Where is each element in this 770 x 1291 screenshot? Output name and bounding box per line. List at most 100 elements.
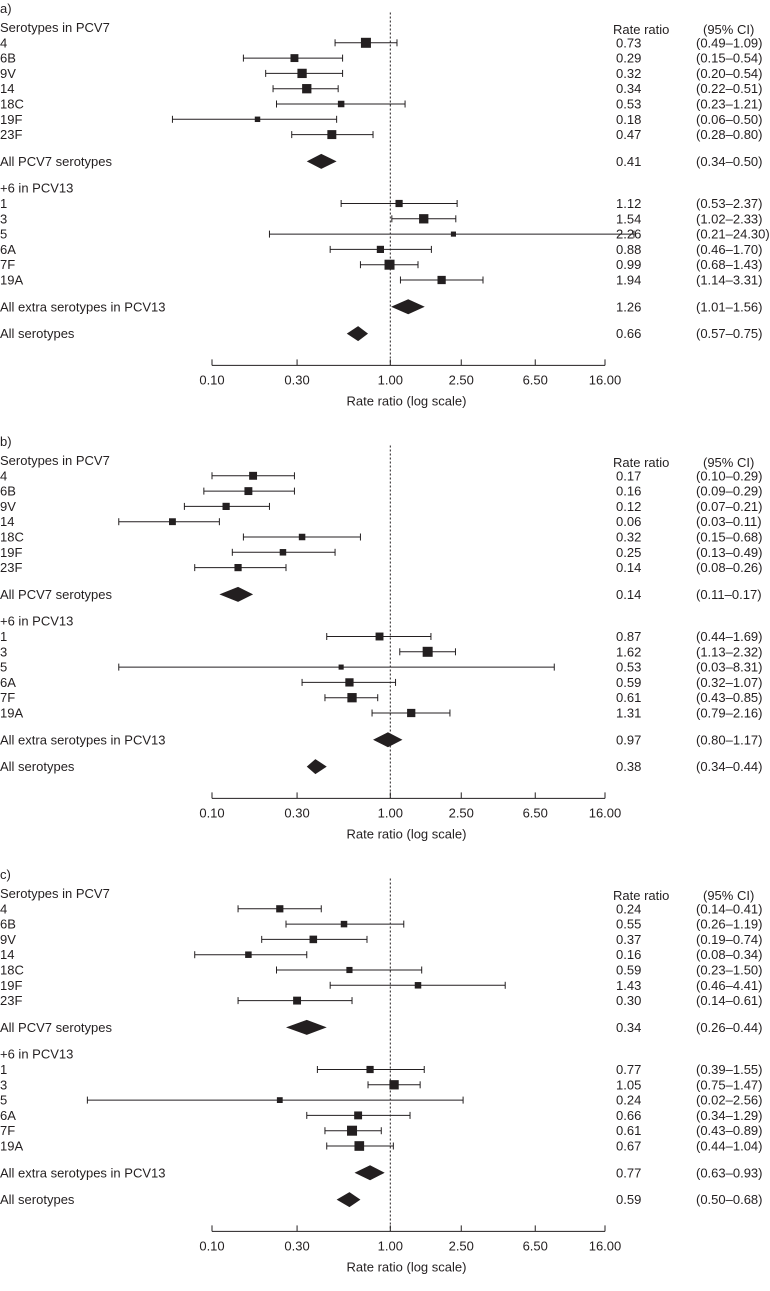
point-estimate bbox=[338, 664, 344, 670]
serotype-ci-value: (0.20–0.54) bbox=[696, 66, 763, 81]
serotype-ci-value: (0.26–1.19) bbox=[696, 917, 763, 932]
x-tick-label: 1.00 bbox=[378, 1238, 403, 1253]
x-tick-label: 6.50 bbox=[523, 1238, 548, 1253]
serotype-label: 19F bbox=[0, 112, 22, 127]
serotype-ci-value: (0.02–2.56) bbox=[696, 1093, 763, 1108]
x-tick-label: 16.00 bbox=[589, 372, 622, 387]
summary-ci-value: (0.34–0.50) bbox=[696, 154, 763, 169]
summary-rate-value: 0.41 bbox=[616, 154, 641, 169]
x-tick-label: 2.50 bbox=[449, 1238, 474, 1253]
serotype-ci-value: (0.19–0.74) bbox=[696, 932, 763, 947]
point-estimate bbox=[346, 966, 353, 974]
serotype-rate-value: 0.06 bbox=[616, 514, 641, 529]
serotype-rate-value: 0.24 bbox=[616, 1093, 641, 1108]
serotype-rate-value: 1.62 bbox=[616, 644, 641, 659]
summary-label: All PCV7 serotypes bbox=[0, 154, 112, 169]
serotype-rate-value: 0.37 bbox=[616, 932, 641, 947]
serotype-label: 9V bbox=[0, 499, 16, 514]
serotype-ci-value: (0.23–1.21) bbox=[696, 97, 763, 112]
x-tick-label: 6.50 bbox=[523, 805, 548, 820]
serotype-ci-value: (0.79–2.16) bbox=[696, 706, 763, 721]
point-estimate bbox=[244, 487, 253, 496]
summary-ci-value: (1.01–1.56) bbox=[696, 299, 763, 314]
point-estimate bbox=[389, 1080, 399, 1090]
serotype-label: 4 bbox=[0, 35, 7, 50]
serotype-label: 6B bbox=[0, 917, 16, 932]
serotype-rate-value: 1.94 bbox=[616, 273, 641, 288]
point-estimate bbox=[309, 935, 318, 944]
serotype-rate-value: 0.59 bbox=[616, 963, 641, 978]
point-estimate bbox=[360, 37, 371, 48]
serotype-ci-value: (0.21–24.30) bbox=[696, 227, 770, 242]
summary-label: All serotypes bbox=[0, 759, 75, 774]
summary-label: All PCV7 serotypes bbox=[0, 1020, 112, 1035]
ci-header: (95% CI) bbox=[703, 455, 754, 470]
point-estimate bbox=[354, 1111, 363, 1120]
x-tick-label: 0.30 bbox=[284, 372, 309, 387]
serotype-ci-value: (0.03–8.31) bbox=[696, 660, 763, 675]
x-tick-label: 2.50 bbox=[449, 805, 474, 820]
x-tick-label: 0.30 bbox=[284, 1238, 309, 1253]
point-estimate bbox=[340, 920, 348, 928]
ci-header: (95% CI) bbox=[703, 22, 754, 37]
point-estimate bbox=[437, 275, 446, 285]
serotype-label: 19F bbox=[0, 545, 22, 560]
summary-rate-value: 1.26 bbox=[616, 299, 641, 314]
serotype-ci-value: (0.15–0.54) bbox=[696, 51, 763, 66]
rate-ratio-header: Rate ratio bbox=[613, 22, 669, 37]
serotype-rate-value: 0.16 bbox=[616, 484, 641, 499]
serotype-rate-value: 0.53 bbox=[616, 97, 641, 112]
point-estimate bbox=[234, 564, 242, 572]
serotype-ci-value: (0.14–0.61) bbox=[696, 993, 763, 1008]
summary-label: All extra serotypes in PCV13 bbox=[0, 299, 165, 314]
serotype-rate-value: 0.25 bbox=[616, 545, 641, 560]
point-estimate bbox=[419, 214, 429, 224]
serotype-label: 5 bbox=[0, 227, 7, 242]
serotype-rate-value: 0.99 bbox=[616, 257, 641, 272]
serotype-label: 14 bbox=[0, 947, 14, 962]
forest-marks bbox=[86, 905, 506, 1208]
summary-diamond bbox=[306, 153, 337, 169]
serotype-ci-value: (0.06–0.50) bbox=[696, 112, 763, 127]
x-tick-label: 1.00 bbox=[378, 805, 403, 820]
point-estimate bbox=[249, 471, 258, 480]
group-heading: Serotypes in PCV7 bbox=[0, 20, 110, 35]
summary-diamond bbox=[336, 1192, 361, 1208]
serotype-ci-value: (1.13–2.32) bbox=[696, 644, 763, 659]
serotype-rate-value: 0.55 bbox=[616, 917, 641, 932]
point-estimate bbox=[222, 502, 230, 510]
serotype-label: 14 bbox=[0, 81, 14, 96]
summary-ci-value: (0.11–0.17) bbox=[696, 587, 762, 602]
group-heading: Serotypes in PCV7 bbox=[0, 453, 110, 468]
serotype-label: 19F bbox=[0, 978, 22, 993]
serotype-rate-value: 0.77 bbox=[616, 1062, 641, 1077]
point-estimate bbox=[376, 245, 385, 253]
serotype-ci-value: (0.53–2.37) bbox=[696, 196, 763, 211]
serotype-rate-value: 0.16 bbox=[616, 947, 641, 962]
serotype-label: 23F bbox=[0, 560, 22, 575]
serotype-rate-value: 0.34 bbox=[616, 81, 641, 96]
point-estimate bbox=[279, 549, 287, 556]
point-estimate bbox=[276, 905, 284, 913]
serotype-ci-value: (0.46–4.41) bbox=[696, 978, 763, 993]
panel-label: b) bbox=[0, 434, 12, 449]
summary-diamond bbox=[219, 586, 254, 602]
summary-rate-value: 0.34 bbox=[616, 1020, 641, 1035]
point-estimate bbox=[302, 84, 312, 94]
x-tick-label: 0.10 bbox=[199, 1238, 224, 1253]
serotype-ci-value: (0.07–0.21) bbox=[696, 499, 763, 514]
serotype-rate-value: 0.53 bbox=[616, 660, 641, 675]
summary-rate-value: 0.38 bbox=[616, 759, 641, 774]
serotype-rate-value: 1.12 bbox=[616, 196, 641, 211]
point-estimate bbox=[290, 54, 299, 63]
serotype-ci-value: (0.03–0.11) bbox=[696, 514, 762, 529]
point-estimate bbox=[276, 1097, 283, 1103]
serotype-ci-value: (0.44–1.69) bbox=[696, 629, 763, 644]
point-estimate bbox=[327, 130, 337, 140]
x-tick-label: 0.30 bbox=[284, 805, 309, 820]
serotype-ci-value: (0.13–0.49) bbox=[696, 545, 763, 560]
serotype-label: 18C bbox=[0, 530, 24, 545]
serotype-rate-value: 0.73 bbox=[616, 35, 641, 50]
